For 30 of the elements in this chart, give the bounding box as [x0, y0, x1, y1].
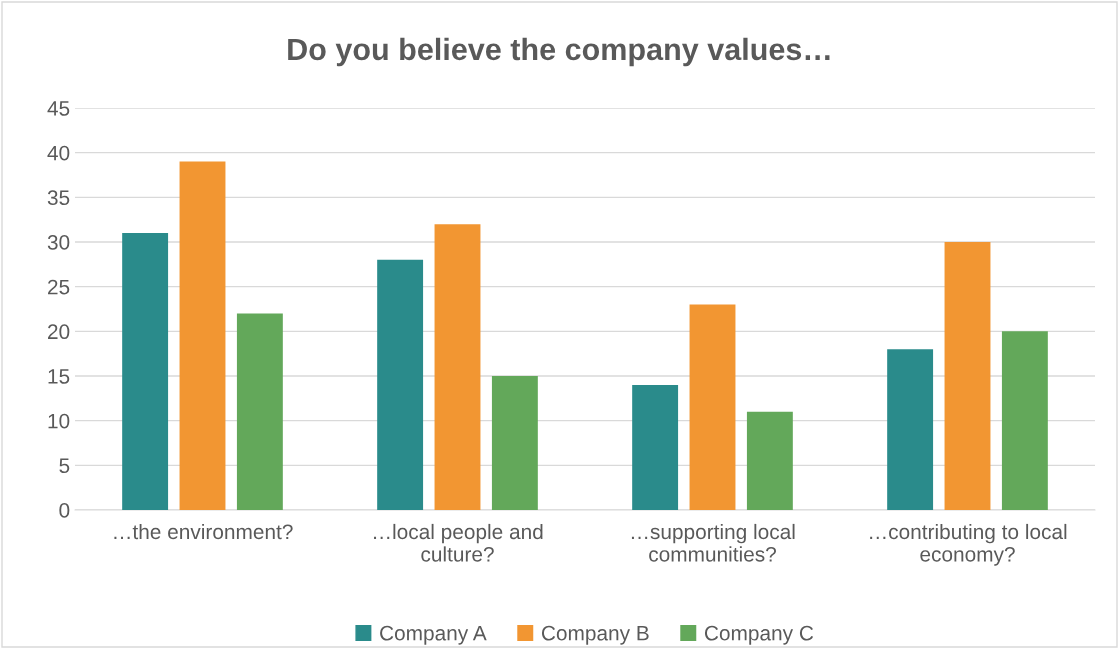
bar — [944, 242, 991, 510]
x-tick-label: …the environment? — [114, 523, 293, 540]
bar — [746, 411, 793, 510]
bar — [179, 161, 226, 510]
bar — [689, 304, 736, 510]
x-tick-label: …local people and culture? — [374, 523, 543, 562]
y-tick-label: 40 — [47, 145, 70, 161]
bar — [377, 259, 424, 510]
y-tick-label: 25 — [48, 279, 70, 295]
bar — [491, 376, 538, 510]
x-tick-label: …supporting local communities? — [631, 523, 795, 562]
bar — [434, 224, 481, 510]
bar — [887, 349, 934, 510]
x-tick-label: …contributing to local economy? — [870, 523, 1067, 566]
bar — [122, 233, 169, 510]
y-tick-label: 45 — [47, 101, 70, 116]
y-tick-label: 35 — [47, 190, 70, 206]
y-tick-label: 15 — [48, 369, 70, 384]
legend-label: Company A — [380, 625, 487, 645]
legend-label: Company C — [704, 625, 814, 645]
bar — [1001, 331, 1048, 510]
y-tick-label: 0 — [59, 503, 70, 518]
y-tick-label: 10 — [48, 413, 70, 429]
chart-title: Do you believe the company values… — [288, 37, 830, 67]
bar — [632, 384, 679, 510]
legend-label: Company B — [541, 625, 649, 645]
y-tick-label: 5 — [59, 458, 70, 474]
bar — [236, 313, 283, 510]
y-tick-label: 20 — [48, 324, 70, 340]
y-tick-label: 30 — [47, 235, 70, 250]
